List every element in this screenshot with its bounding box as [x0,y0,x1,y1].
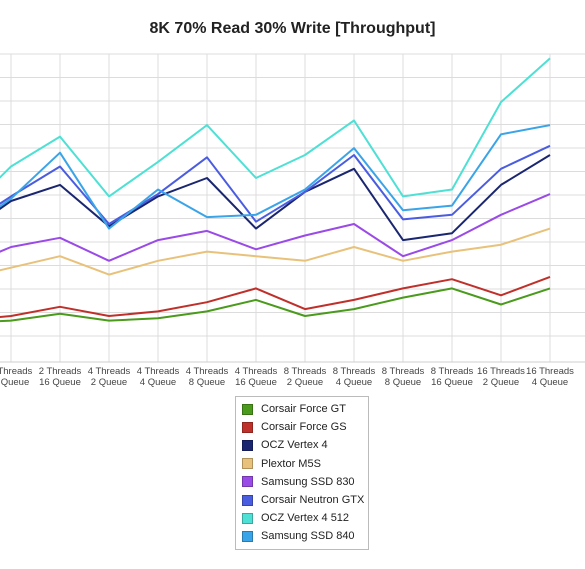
x-tick-label-line2: 4 Queue [532,377,568,388]
series-line-2 [0,154,551,242]
x-tick-label-10: 8 Threads 16 Queue [431,366,474,388]
legend-item: Corsair Neutron GTX [236,491,368,509]
legend-item: Corsair Force GS [236,418,368,436]
legend-label: Corsair Neutron GTX [261,494,365,507]
x-tick-label-6: 4 Threads 16 Queue [235,366,278,388]
legend-label: Corsair Force GS [261,421,347,434]
x-tick-label-line2: 4 Queue [140,377,176,388]
legend-item: OCZ Vertex 4 [236,436,368,454]
x-tick-label-12: 16 Threads 4 Queue [526,366,574,388]
x-tick-label-line1: 2 Threads [0,366,33,377]
legend-swatch [242,403,253,415]
x-tick-label-line2: 8 Queue [385,377,421,388]
legend-swatch [242,476,253,488]
legend-swatch [242,530,253,542]
legend-item: Samsung SSD 830 [236,473,368,491]
series-line-3 [0,227,551,276]
x-tick-label-5: 4 Threads 8 Queue [186,366,229,388]
x-tick-label-line2: 4 Queue [336,377,372,388]
x-tick-label-2: 2 Threads 16 Queue [39,366,82,388]
legend: Corsair Force GT Corsair Force GS OCZ Vert… [235,396,369,550]
series-line-4 [0,193,551,262]
legend-label: Corsair Force GT [261,403,346,416]
legend-label: OCZ Vertex 4 512 [261,512,350,525]
series-line-5 [0,144,551,225]
legend-item: Samsung SSD 840 [236,527,368,545]
series-lines [0,57,551,323]
x-tick-label-7: 8 Threads 2 Queue [284,366,327,388]
x-tick-label-line2: 2 Queue [91,377,127,388]
x-tick-label-4: 4 Threads 4 Queue [137,366,180,388]
legend-item: Corsair Force GT [236,400,368,418]
grid [0,53,585,363]
legend-label: Samsung SSD 840 [261,530,355,543]
legend-swatch [242,494,253,506]
legend-swatch [242,439,253,451]
x-tick-label-line2: 2 Queue [483,377,519,388]
x-tick-label-line1: 16 Threads [477,366,525,377]
x-tick-label-line2: 16 Queue [39,377,81,388]
legend-label: Plextor M5S [261,457,321,470]
x-tick-label-line2: 16 Queue [235,377,277,388]
x-tick-label-line1: 8 Threads [333,366,376,377]
x-tick-label-line2: 8 Queue [189,377,225,388]
legend-item: Plextor M5S [236,455,368,473]
x-tick-label-line1: 4 Threads [186,366,229,377]
x-tick-label-line2: 2 Queue [287,377,323,388]
series-line-6 [0,57,551,198]
legend-label: OCZ Vertex 4 [261,439,328,452]
legend-swatch [242,512,253,524]
series-line-1 [0,275,551,319]
x-tick-label-line1: 4 Threads [88,366,131,377]
legend-item: OCZ Vertex 4 512 [236,509,368,527]
x-tick-label-line1: 8 Threads [431,366,474,377]
x-tick-label-11: 16 Threads 2 Queue [477,366,525,388]
x-tick-label-line2: 8 Queue [0,377,29,388]
x-tick-label-line2: 16 Queue [431,377,473,388]
x-tick-label-line1: 4 Threads [235,366,278,377]
legend-label: Samsung SSD 830 [261,475,355,488]
series-line-0 [0,287,551,323]
x-tick-label-line1: 8 Threads [284,366,327,377]
x-tick-label-line1: 16 Threads [526,366,574,377]
x-tick-label-9: 8 Threads 8 Queue [382,366,425,388]
x-tick-label-line1: 8 Threads [382,366,425,377]
series-line-7 [0,124,551,230]
legend-swatch [242,421,253,433]
x-tick-label-line1: 2 Threads [39,366,82,377]
legend-swatch [242,458,253,470]
chart-title: 8K 70% Read 30% Write [Throughput] [149,20,436,37]
x-tick-label-8: 8 Threads 4 Queue [333,366,376,388]
x-tick-label-3: 4 Threads 2 Queue [88,366,131,388]
x-tick-label-line1: 4 Threads [137,366,180,377]
